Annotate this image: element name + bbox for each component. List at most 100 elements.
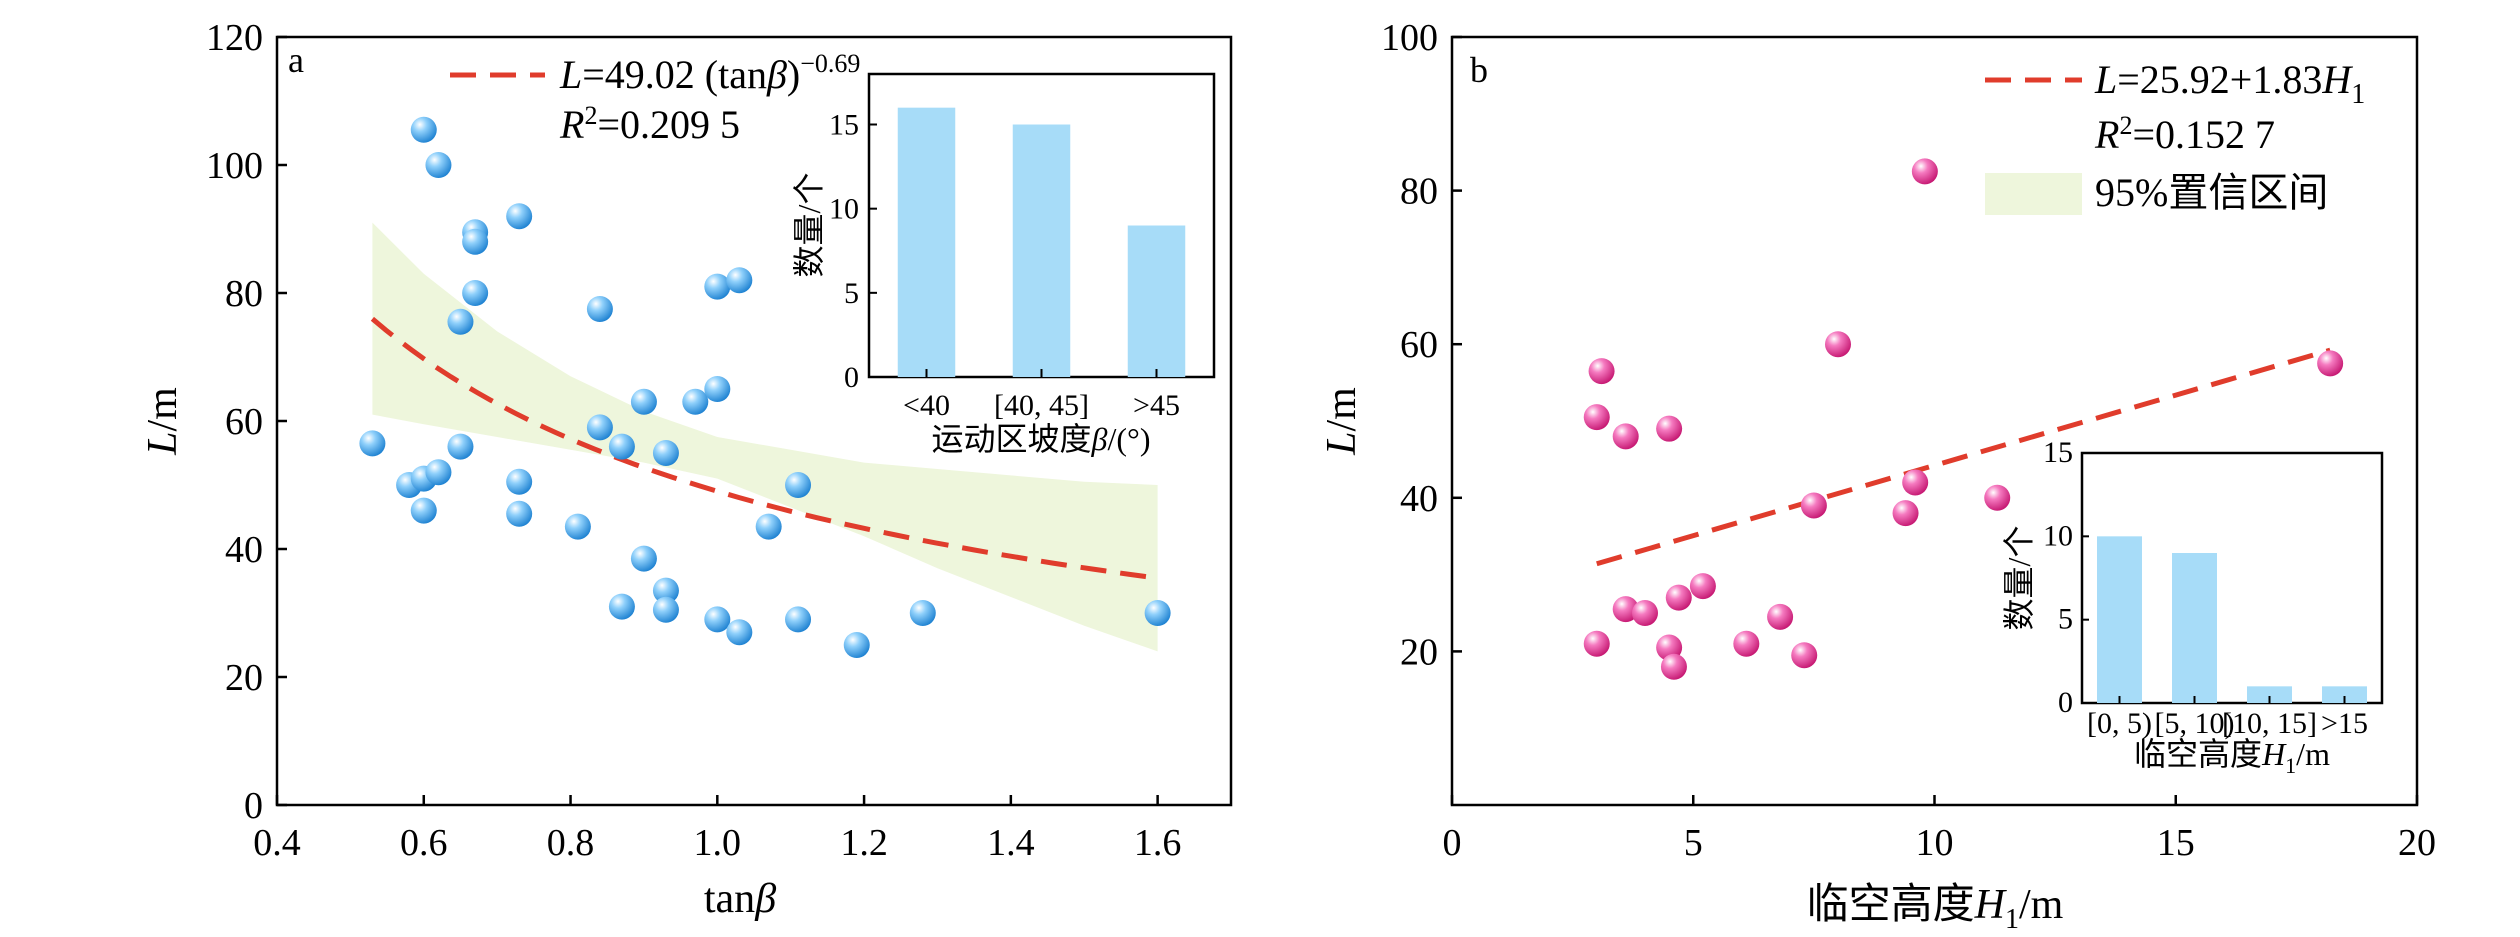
data-point <box>726 267 753 294</box>
data-point <box>652 440 679 466</box>
data-point <box>704 606 731 633</box>
data-point <box>704 273 731 300</box>
data-point <box>586 414 613 441</box>
inset-bar <box>1127 225 1186 377</box>
data-point <box>462 280 489 306</box>
inset-y-tick-label: 5 <box>844 277 859 310</box>
x-axis-label-b: 临空高度H1/m <box>1807 881 2064 935</box>
x-axis-label-a: tanβ <box>704 876 776 922</box>
inset-bar-chart-a: <40 [40, 45] >45 0 5 10 15 数量/个 运动区坡度β/(°) <box>791 72 1216 457</box>
inset-xlabel-b: 临空高度H1/m <box>2134 736 2330 778</box>
inset-y-tick-label: 10 <box>2043 519 2073 552</box>
x-axis-b: 0 5 10 15 20 <box>1443 795 2436 864</box>
inset-y-tick-label: 15 <box>829 109 859 142</box>
x-tick-label: 1.2 <box>840 822 888 864</box>
scatter-points-a <box>359 116 1171 658</box>
data-point <box>652 596 679 623</box>
inset-x-tick-label: [40, 45] <box>994 389 1089 422</box>
x-tick-label: 0.6 <box>400 822 448 864</box>
inset-bar <box>2247 686 2292 703</box>
data-point <box>1588 358 1615 385</box>
inset-bar <box>2322 686 2367 703</box>
y-tick-label: 60 <box>1400 324 1438 366</box>
inset-y-tick-label: 10 <box>829 193 859 226</box>
inset-x-tick-label: [5, 10) <box>2155 707 2235 740</box>
inset-y-tick-label: 0 <box>2058 686 2073 719</box>
data-point <box>506 468 533 495</box>
inset-y-tick-label: 0 <box>844 361 859 394</box>
x-axis-a: 0.4 0.6 0.8 1.0 1.2 1.4 1.6 <box>253 795 1181 864</box>
data-point <box>425 152 452 178</box>
confidence-band-area <box>372 222 1158 652</box>
y-tick-label: 0 <box>244 785 263 827</box>
data-point <box>506 203 533 230</box>
data-point <box>410 116 437 143</box>
data-point <box>1767 603 1794 630</box>
data-point <box>1612 596 1639 623</box>
data-point <box>630 388 657 415</box>
data-point <box>1984 484 2011 511</box>
inset-x-tick-label: >45 <box>1133 389 1180 422</box>
inset-x-tick-label: [0, 5) <box>2087 707 2152 740</box>
data-point <box>1800 492 1827 519</box>
data-point <box>755 513 782 540</box>
data-point <box>1665 584 1692 611</box>
inset-y-tick-label: 5 <box>2058 603 2073 636</box>
data-point <box>506 500 533 527</box>
data-point <box>564 513 591 540</box>
data-point <box>608 433 635 460</box>
inset-bar <box>2097 536 2142 703</box>
inset-xlabel-a: 运动区坡度β/(°) <box>932 421 1151 457</box>
inset-y-tick-label: 15 <box>2043 436 2073 469</box>
y-axis-a: 0 20 40 60 80 100 120 <box>206 17 287 827</box>
data-point <box>447 308 474 335</box>
inset-ylabel-b: 数量/个 <box>2001 526 2037 631</box>
x-tick-label: 5 <box>1684 822 1703 864</box>
legend-band-swatch-b <box>1985 173 2082 215</box>
data-point <box>630 545 657 572</box>
data-point <box>1791 642 1818 669</box>
data-point <box>1583 404 1610 431</box>
data-point <box>425 459 452 486</box>
data-point <box>785 472 812 498</box>
x-tick-label: 1.4 <box>987 822 1035 864</box>
data-point <box>726 619 753 646</box>
data-point <box>2317 350 2344 377</box>
y-tick-label: 80 <box>1400 171 1438 213</box>
fit-curve <box>370 316 1158 581</box>
legend-fit-expr-a: L=49.02 (tanβ)−0.69 <box>559 49 860 97</box>
x-tick-label: 0.4 <box>253 822 301 864</box>
y-axis-label-a: L/m <box>140 387 186 456</box>
data-point <box>909 600 936 626</box>
data-point <box>652 577 679 604</box>
y-tick-label: 60 <box>225 401 263 443</box>
data-point <box>1825 331 1851 358</box>
data-point <box>785 606 812 633</box>
y-axis-b: 20 40 60 80 100 <box>1381 17 1462 673</box>
data-point <box>1632 600 1658 626</box>
data-point <box>1911 158 1938 185</box>
data-point <box>1689 573 1716 600</box>
data-point <box>1583 630 1610 657</box>
data-point <box>462 228 489 255</box>
x-tick-label: 0.8 <box>547 822 595 864</box>
y-tick-label: 40 <box>225 529 263 571</box>
data-point <box>1612 423 1639 450</box>
data-point <box>447 433 474 460</box>
inset-x-tick-label: [10, 15] <box>2222 707 2317 740</box>
y-tick-label: 120 <box>206 17 263 59</box>
data-point <box>1144 600 1171 626</box>
legend-band-label-b: 95%置信区间 <box>2095 170 2328 215</box>
inset-bar <box>1012 124 1071 377</box>
confidence-band-a <box>372 222 1158 652</box>
y-tick-label: 20 <box>1400 631 1438 673</box>
panel-label-a: a <box>288 40 304 80</box>
legend-fit-expr-b: L=25.92+1.83H1 <box>2094 57 2365 110</box>
x-tick-label: 0 <box>1443 822 1462 864</box>
fit-line <box>1596 347 2331 567</box>
data-point <box>1656 415 1683 442</box>
data-point <box>1733 630 1760 657</box>
x-tick-label: 1.6 <box>1134 822 1182 864</box>
